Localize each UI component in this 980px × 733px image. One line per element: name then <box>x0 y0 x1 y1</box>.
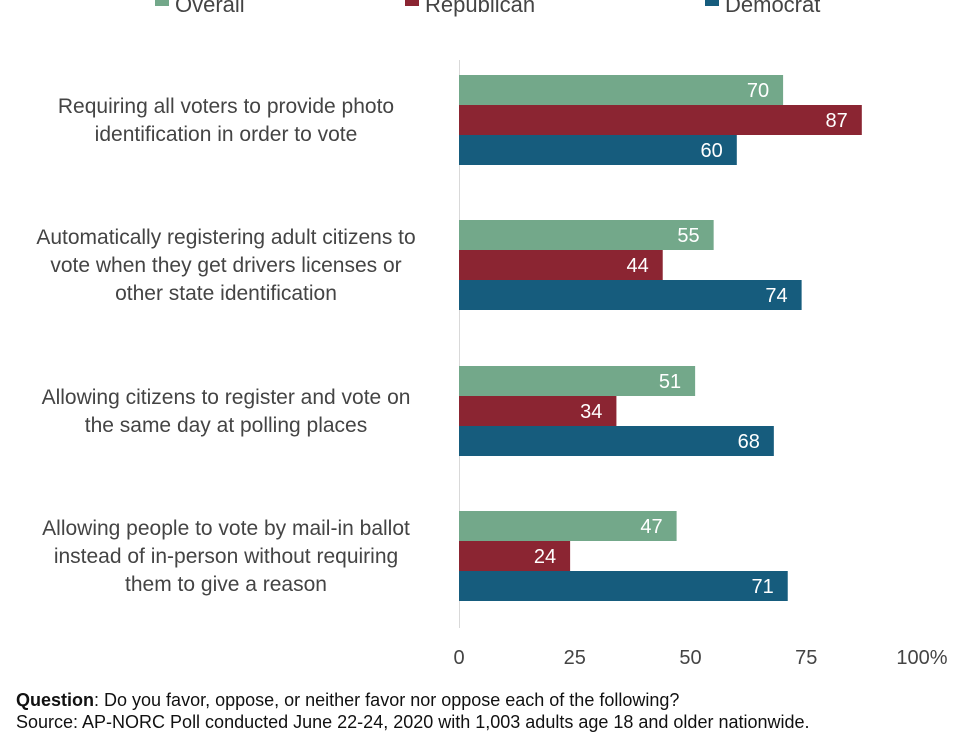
bar-democrat-1 <box>459 135 737 165</box>
legend-label-overall: Overall <box>175 0 245 17</box>
chart: Overall Republican Democrat 70 87 60 55 44 74 51… <box>36 0 948 669</box>
bar-value-democrat-2: 74 <box>765 285 787 307</box>
bar-value-overall-2: 55 <box>677 225 699 247</box>
x-tick-75: 75 <box>795 647 817 669</box>
category-label-4: Allowing people to vote by mail-in ballo… <box>42 517 410 596</box>
bar-value-republican-2: 44 <box>626 255 648 277</box>
x-axis-ticks: 0 25 50 75 100% <box>453 647 947 669</box>
bar-democrat-2 <box>459 280 802 310</box>
legend-swatch-overall <box>155 0 169 6</box>
category-label-2: Automatically registering adult citizens… <box>36 226 415 305</box>
x-tick-0: 0 <box>453 647 464 669</box>
question-text: : Do you favor, oppose, or neither favor… <box>94 690 680 710</box>
bar-overall-4 <box>459 511 677 541</box>
bar-overall-3 <box>459 366 696 396</box>
bar-republican-4 <box>459 541 571 571</box>
x-tick-50: 50 <box>679 647 701 669</box>
bar-republican-1 <box>459 105 862 135</box>
bar-value-republican-3: 34 <box>580 401 602 423</box>
category-label-3: Allowing citizens to register and vote o… <box>42 386 411 437</box>
question-note: Question: Do you favor, oppose, or neith… <box>16 690 976 711</box>
bar-overall-1 <box>459 75 784 105</box>
bar-value-republican-4: 24 <box>534 546 556 568</box>
bar-value-republican-1: 87 <box>826 110 848 132</box>
x-tick-25: 25 <box>564 647 586 669</box>
bar-groups: 70 87 60 55 44 74 51 34 68 47 24 71 <box>459 75 862 601</box>
legend-label-republican: Republican <box>425 0 535 17</box>
category-labels: Requiring all voters to provide photo ide… <box>36 95 415 596</box>
question-label: Question <box>16 690 95 710</box>
category-label-1: Requiring all voters to provide photo ide… <box>58 95 394 146</box>
bar-value-overall-4: 47 <box>640 516 662 538</box>
bar-value-overall-1: 70 <box>747 80 769 102</box>
bar-value-democrat-3: 68 <box>738 431 760 453</box>
legend-swatch-democrat <box>705 0 719 6</box>
legend: Overall Republican Democrat <box>155 0 820 17</box>
bar-value-overall-3: 51 <box>659 371 681 393</box>
x-tick-100: 100% <box>896 647 947 669</box>
bar-republican-2 <box>459 250 663 280</box>
legend-label-democrat: Democrat <box>725 0 820 17</box>
bar-value-democrat-4: 71 <box>751 576 773 598</box>
bar-overall-2 <box>459 220 714 250</box>
bar-democrat-3 <box>459 426 774 456</box>
bar-democrat-4 <box>459 571 788 601</box>
bar-republican-3 <box>459 396 617 426</box>
source-note: Source: AP-NORC Poll conducted June 22-2… <box>16 712 810 732</box>
bar-value-democrat-1: 60 <box>701 140 723 162</box>
legend-swatch-republican <box>405 0 419 6</box>
